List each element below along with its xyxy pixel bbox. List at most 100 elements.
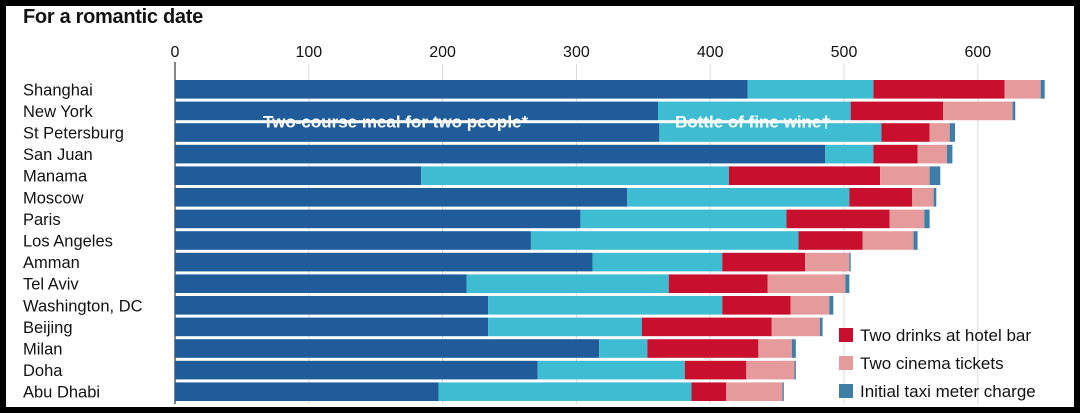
bar-beijing-series-4 (819, 317, 823, 337)
x-tick-label-100: 100 (295, 44, 322, 61)
bar-milan-series-4 (791, 339, 796, 358)
annotation-wine: Bottle of fine wine† (675, 113, 831, 132)
bar-doha-series-4 (794, 360, 796, 380)
bar-doha-series-1 (537, 360, 685, 380)
bar-paris-series-0 (175, 209, 581, 229)
x-tick-label-500: 500 (831, 44, 858, 61)
legend-label-0: Two drinks at hotel bar (860, 326, 1031, 345)
bar-doha-series-0 (175, 360, 538, 380)
category-label-moscow: Moscow (23, 189, 84, 207)
bar-new-york-series-4 (1012, 101, 1016, 121)
legend-swatch-2 (839, 384, 853, 398)
bar-tel-aviv-series-2 (668, 274, 768, 293)
category-label-shanghai: Shanghai (23, 81, 93, 99)
bar-doha-series-2 (684, 360, 747, 380)
bar-moscow-series-3 (912, 188, 934, 207)
category-label-beijing: Beijing (23, 319, 73, 337)
bar-shanghai-series-1 (747, 80, 874, 99)
bar-milan-series-2 (647, 339, 759, 358)
bar-tel-aviv-series-1 (466, 274, 669, 293)
x-tick-label-400: 400 (697, 44, 724, 61)
category-label-abu-dhabi: Abu Dhabi (23, 384, 100, 402)
category-label-san-juan: San Juan (23, 146, 93, 164)
bar-washington-dc-series-3 (790, 296, 830, 315)
category-label-milan: Milan (23, 341, 62, 359)
category-label-tel-aviv: Tel Aviv (23, 276, 79, 294)
bar-beijing-series-0 (175, 317, 489, 337)
x-tick-label-200: 200 (429, 44, 456, 61)
bar-new-york-series-3 (943, 101, 1013, 121)
bar-los-angeles-series-0 (175, 231, 531, 250)
chart-title: For a romantic date (23, 6, 203, 28)
bar-san-juan-series-3 (917, 144, 948, 164)
bar-paris-series-4 (924, 209, 930, 229)
bar-amman-series-1 (592, 252, 723, 272)
bar-manama-series-1 (421, 166, 729, 185)
bar-new-york-series-1 (658, 101, 851, 121)
bar-washington-dc-series-4 (829, 296, 834, 315)
bar-paris-series-3 (889, 209, 925, 229)
bar-shanghai-series-3 (1004, 80, 1041, 99)
bar-abu-dhabi-series-3 (726, 382, 783, 401)
bar-amman-series-3 (805, 252, 850, 272)
bar-new-york-series-0 (175, 101, 659, 121)
x-tick-label-600: 600 (964, 44, 991, 61)
legend-label-1: Two cinema tickets (860, 354, 1004, 373)
bar-san-juan-series-2 (873, 144, 918, 164)
bar-amman-series-4 (849, 252, 851, 272)
bar-manama-series-2 (728, 166, 881, 185)
x-tick-label-0: 0 (171, 44, 180, 61)
legend-swatch-1 (839, 356, 853, 370)
bar-abu-dhabi-series-4 (782, 382, 784, 401)
category-label-paris: Paris (23, 211, 61, 229)
bar-st-petersburg-series-0 (175, 123, 660, 142)
bar-beijing-series-1 (488, 317, 642, 337)
annotation-meal: Two-course meal for two people* (263, 113, 528, 132)
bar-manama-series-4 (929, 166, 941, 185)
category-label-new-york: New York (23, 103, 93, 121)
category-label-st-petersburg: St Petersburg (23, 125, 124, 143)
category-label-los-angeles: Los Angeles (23, 233, 113, 251)
bar-washington-dc-series-1 (488, 296, 723, 315)
bar-milan-series-1 (599, 339, 648, 358)
bar-abu-dhabi-series-0 (175, 382, 439, 401)
bar-san-juan-series-4 (947, 144, 953, 164)
bar-washington-dc-series-2 (722, 296, 791, 315)
bar-shanghai-series-0 (175, 80, 748, 99)
bar-amman-series-0 (175, 252, 593, 272)
bar-los-angeles-series-4 (913, 231, 918, 250)
bar-los-angeles-series-3 (862, 231, 914, 250)
bar-los-angeles-series-2 (798, 231, 863, 250)
bar-washington-dc-series-0 (175, 296, 489, 315)
bar-tel-aviv-series-3 (767, 274, 846, 293)
bar-paris-series-2 (786, 209, 890, 229)
x-tick-label-300: 300 (563, 44, 590, 61)
legend-label-2: Initial taxi meter charge (860, 382, 1036, 401)
bar-beijing-series-2 (641, 317, 772, 337)
bar-san-juan-series-0 (175, 144, 826, 164)
legend-swatch-0 (839, 328, 853, 342)
bar-moscow-series-0 (175, 188, 628, 207)
bar-manama-series-3 (880, 166, 930, 185)
bar-st-petersburg-series-2 (881, 123, 930, 142)
bar-manama-series-0 (175, 166, 422, 185)
category-label-manama: Manama (23, 168, 88, 186)
bar-shanghai-series-4 (1040, 80, 1045, 99)
bar-amman-series-2 (722, 252, 806, 272)
bar-new-york-series-2 (850, 101, 944, 121)
bar-tel-aviv-series-0 (175, 274, 467, 293)
bar-st-petersburg-series-1 (659, 123, 882, 142)
bar-milan-series-3 (758, 339, 792, 358)
bar-st-petersburg-series-4 (949, 123, 956, 142)
bar-shanghai-series-2 (873, 80, 1005, 99)
bar-abu-dhabi-series-2 (691, 382, 727, 401)
bar-moscow-series-1 (627, 188, 850, 207)
bar-los-angeles-series-1 (530, 231, 799, 250)
bar-abu-dhabi-series-1 (438, 382, 692, 401)
bar-st-petersburg-series-3 (929, 123, 950, 142)
category-label-doha: Doha (23, 362, 63, 380)
bar-beijing-series-3 (771, 317, 820, 337)
bar-milan-series-0 (175, 339, 600, 358)
bar-moscow-series-2 (849, 188, 913, 207)
